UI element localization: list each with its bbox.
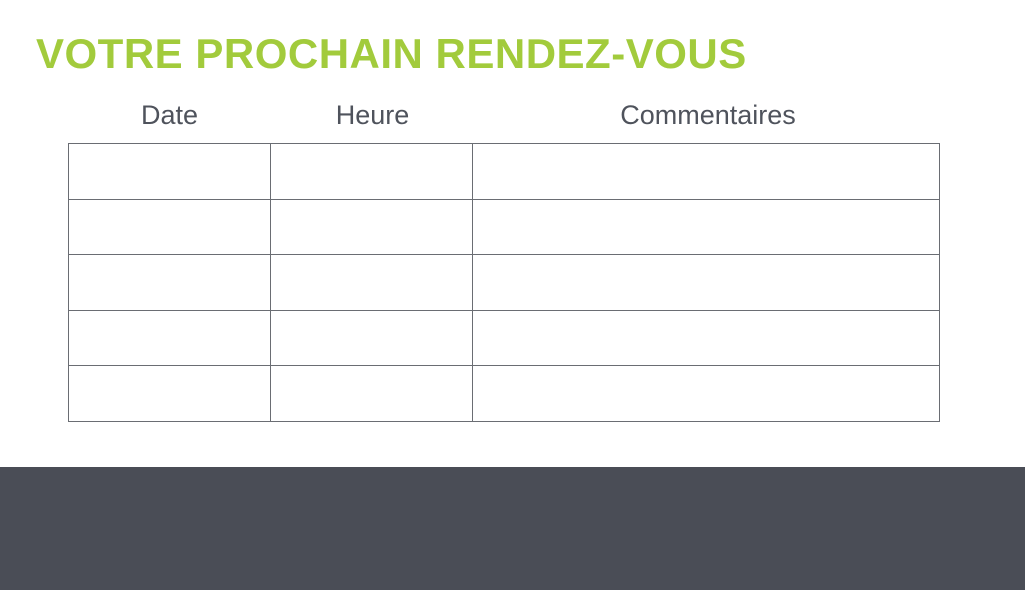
heure-cell[interactable] bbox=[270, 365, 473, 422]
heure-cell[interactable] bbox=[270, 198, 473, 255]
table-row bbox=[68, 143, 940, 200]
heure-cell[interactable] bbox=[270, 143, 473, 200]
column-header-commentaires: Commentaires bbox=[620, 100, 796, 130]
table-row bbox=[68, 254, 940, 311]
date-cell[interactable] bbox=[68, 254, 271, 311]
footer-bar bbox=[0, 467, 1025, 590]
table-row bbox=[68, 365, 940, 422]
date-cell[interactable] bbox=[68, 365, 271, 422]
appointment-table bbox=[68, 143, 940, 422]
commentaires-cell[interactable] bbox=[472, 365, 940, 422]
page-title: VOTRE PROCHAIN RENDEZ-VOUS bbox=[36, 30, 747, 77]
column-header-date: Date bbox=[140, 100, 199, 130]
table-row bbox=[68, 198, 940, 255]
table-row bbox=[68, 309, 940, 366]
commentaires-cell[interactable] bbox=[472, 198, 940, 255]
column-header-heure: Heure bbox=[335, 100, 410, 130]
date-cell[interactable] bbox=[68, 143, 271, 200]
date-cell[interactable] bbox=[68, 198, 271, 255]
commentaires-cell[interactable] bbox=[472, 309, 940, 366]
heure-cell[interactable] bbox=[270, 254, 473, 311]
commentaires-cell[interactable] bbox=[472, 143, 940, 200]
commentaires-cell[interactable] bbox=[472, 254, 940, 311]
heure-cell[interactable] bbox=[270, 309, 473, 366]
date-cell[interactable] bbox=[68, 309, 271, 366]
